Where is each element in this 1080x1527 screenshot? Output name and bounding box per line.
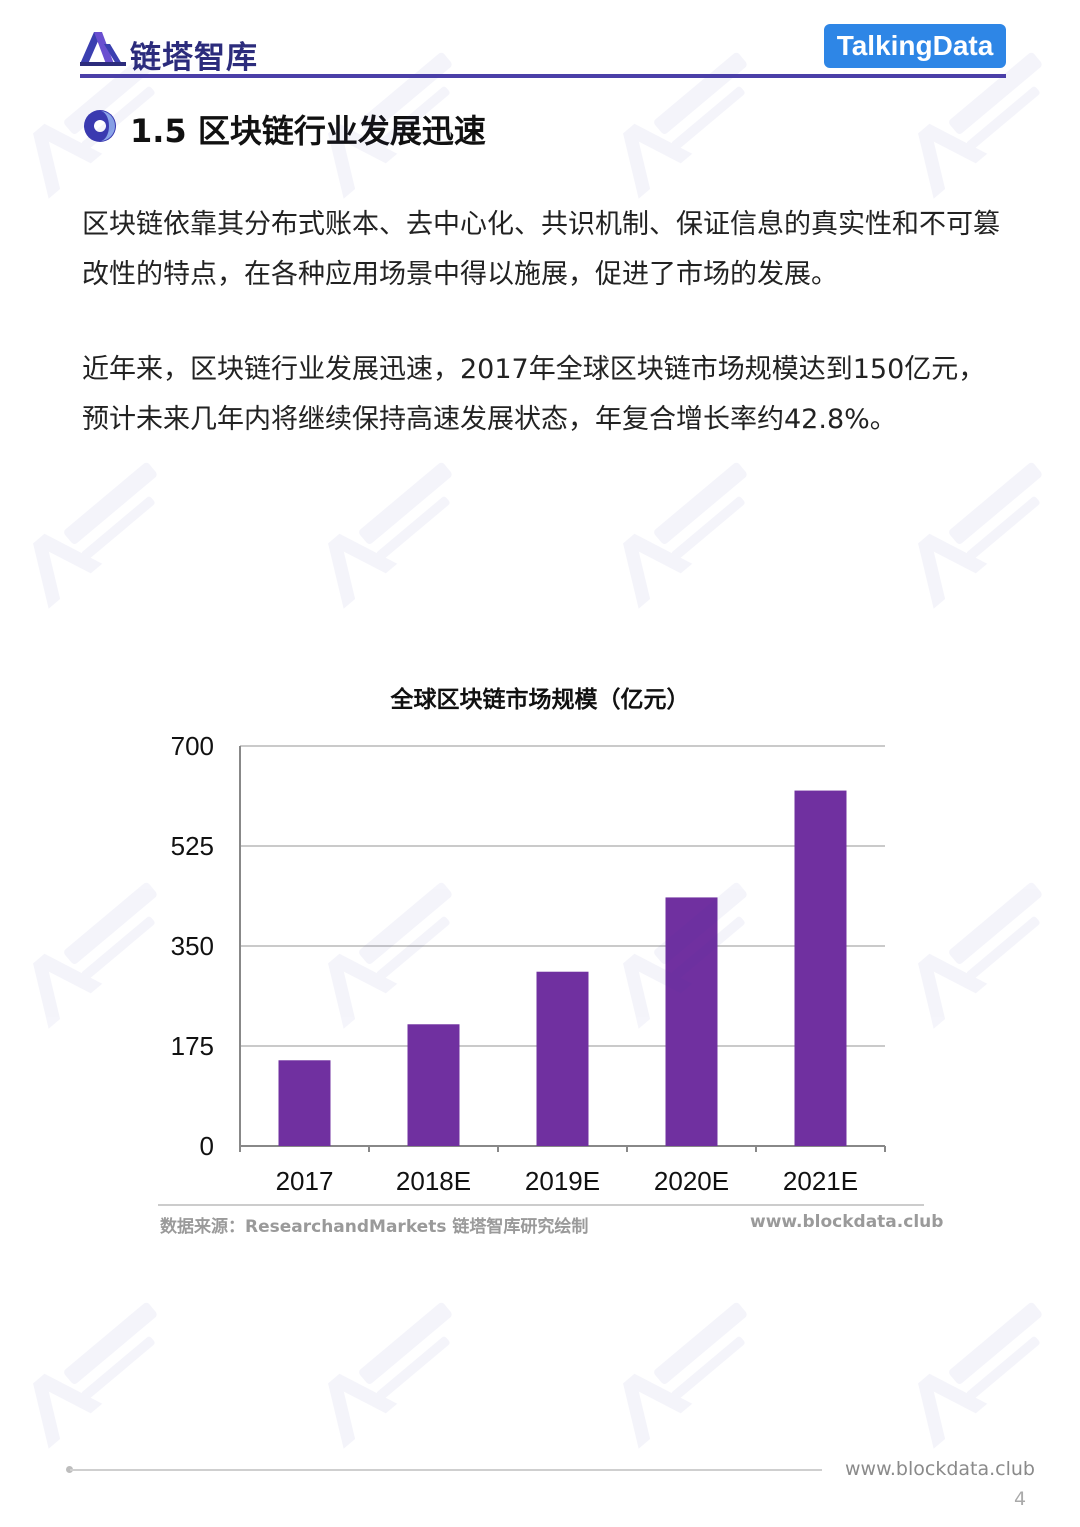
bar-2017 bbox=[278, 1060, 331, 1146]
chart-source: 数据来源：ResearchandMarkets 链塔智库研究绘制 bbox=[160, 1217, 589, 1237]
market-size-chart: 全球区块链市场规模（亿元） 0 175 350 525 700 2017 2018E 2019… bbox=[0, 660, 1080, 1250]
watermark-mark bbox=[623, 462, 747, 609]
y-tick-label: 0 bbox=[200, 1131, 214, 1161]
y-tick-label: 175 bbox=[171, 1031, 214, 1061]
section-bullet-icon bbox=[84, 110, 116, 142]
y-tick-label: 525 bbox=[171, 831, 214, 861]
watermark-mark bbox=[33, 1302, 157, 1449]
watermark-mark bbox=[918, 462, 1042, 609]
footer-url: www.blockdata.club bbox=[845, 1458, 1035, 1480]
bar-2020E bbox=[665, 897, 718, 1146]
x-tick-label: 2020E bbox=[654, 1166, 729, 1196]
watermark-mark bbox=[328, 1302, 452, 1449]
x-tick-label: 2021E bbox=[783, 1166, 858, 1196]
x-tick-label: 2018E bbox=[396, 1166, 471, 1196]
watermark-mark bbox=[328, 462, 452, 609]
footer-divider bbox=[70, 1469, 822, 1471]
chart-title: 全球区块链市场规模（亿元） bbox=[390, 687, 690, 713]
watermark-mark bbox=[623, 1302, 747, 1449]
footer-dot bbox=[66, 1466, 73, 1473]
bar-2021E bbox=[794, 790, 847, 1146]
bar-2018E bbox=[407, 1024, 460, 1146]
bar-chart-plot: 0 175 350 525 700 2017 2018E 2019E 2020E 2021E bbox=[171, 731, 886, 1196]
brand-name: 链塔智库 bbox=[130, 40, 258, 76]
header-divider bbox=[80, 74, 1006, 78]
watermark-mark bbox=[918, 1302, 1042, 1449]
talkingdata-logo: TalkingData bbox=[824, 24, 1006, 68]
section-title: 1.5 区块链行业发展迅速 bbox=[130, 112, 486, 150]
bar-2019E bbox=[536, 971, 589, 1146]
y-tick-label: 700 bbox=[171, 731, 214, 761]
body-paragraph-1: 区块链依靠其分布式账本、去中心化、共识机制、保证信息的真实性和不可篡改性的特点，… bbox=[82, 209, 1000, 290]
x-tick-label: 2017 bbox=[276, 1166, 334, 1196]
blockdata-logo-icon bbox=[80, 32, 126, 66]
chart-source-url: www.blockdata.club bbox=[750, 1212, 944, 1232]
watermark-mark bbox=[33, 462, 157, 609]
page-number: 4 bbox=[1014, 1488, 1027, 1510]
y-tick-label: 350 bbox=[171, 931, 214, 961]
page-header: 链塔智库 TalkingData bbox=[0, 0, 1080, 80]
source-divider bbox=[158, 1204, 924, 1206]
x-tick-label: 2019E bbox=[525, 1166, 600, 1196]
body-paragraph-2: 近年来，区块链行业发展迅速，2017年全球区块链市场规模达到150亿元，预计未来… bbox=[82, 354, 986, 435]
